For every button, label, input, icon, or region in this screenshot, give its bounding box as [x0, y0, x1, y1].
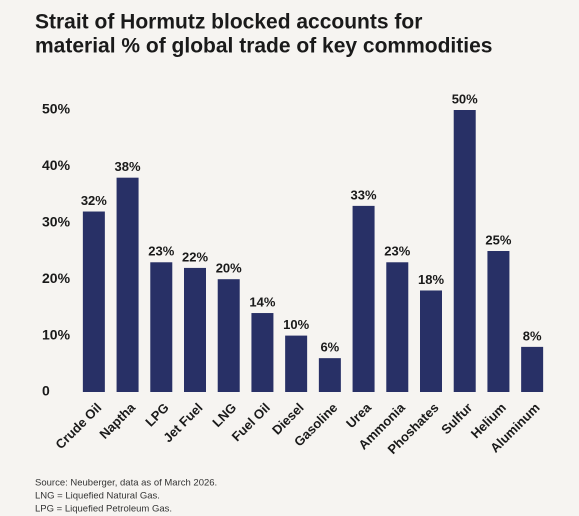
bar [352, 205, 375, 392]
value-label: 22% [182, 249, 208, 264]
bar [285, 335, 308, 392]
y-tick-label: 30% [42, 214, 71, 230]
bar [420, 290, 442, 392]
y-tick-label: 10% [42, 326, 71, 342]
bar [82, 211, 105, 392]
value-label: 32% [81, 193, 107, 208]
x-tick-label: LPG [142, 400, 172, 430]
value-label: 23% [148, 244, 174, 259]
x-tick-label: Crude Oil [52, 400, 104, 452]
bar [116, 177, 139, 392]
value-label: 33% [351, 187, 377, 202]
y-tick-label: 0 [42, 383, 50, 399]
chart-title: Strait of Hormutz blocked accounts for [35, 11, 422, 34]
value-label: 38% [115, 159, 141, 174]
bar [184, 267, 206, 392]
value-label: 50% [452, 91, 478, 106]
bar [487, 251, 510, 392]
bar [150, 262, 173, 392]
value-label: 14% [249, 294, 275, 309]
y-tick-label: 40% [42, 157, 71, 173]
bar [386, 262, 409, 392]
bar [251, 313, 274, 392]
bar [318, 358, 341, 392]
bar [217, 279, 240, 392]
value-label: 10% [283, 317, 309, 332]
value-label: 23% [384, 244, 410, 259]
note: Source: Neuberger, data as of March 2026… [35, 478, 217, 489]
chart-title: material % of global trade of key commod… [35, 35, 492, 58]
y-tick-label: 20% [42, 270, 71, 286]
value-label: 20% [216, 261, 242, 276]
value-label: 6% [320, 340, 339, 355]
x-tick-label: Naptha [96, 399, 138, 441]
bar [453, 110, 476, 392]
bar [521, 346, 544, 392]
value-label: 25% [485, 232, 511, 247]
value-label: 8% [523, 328, 542, 343]
value-label: 18% [418, 272, 444, 287]
y-tick-label: 50% [42, 101, 71, 117]
note: LPG = Liquefied Petroleum Gas. [35, 504, 172, 515]
note: LNG = Liquefied Natural Gas. [35, 491, 160, 502]
x-tick-label: LNG [209, 400, 239, 430]
